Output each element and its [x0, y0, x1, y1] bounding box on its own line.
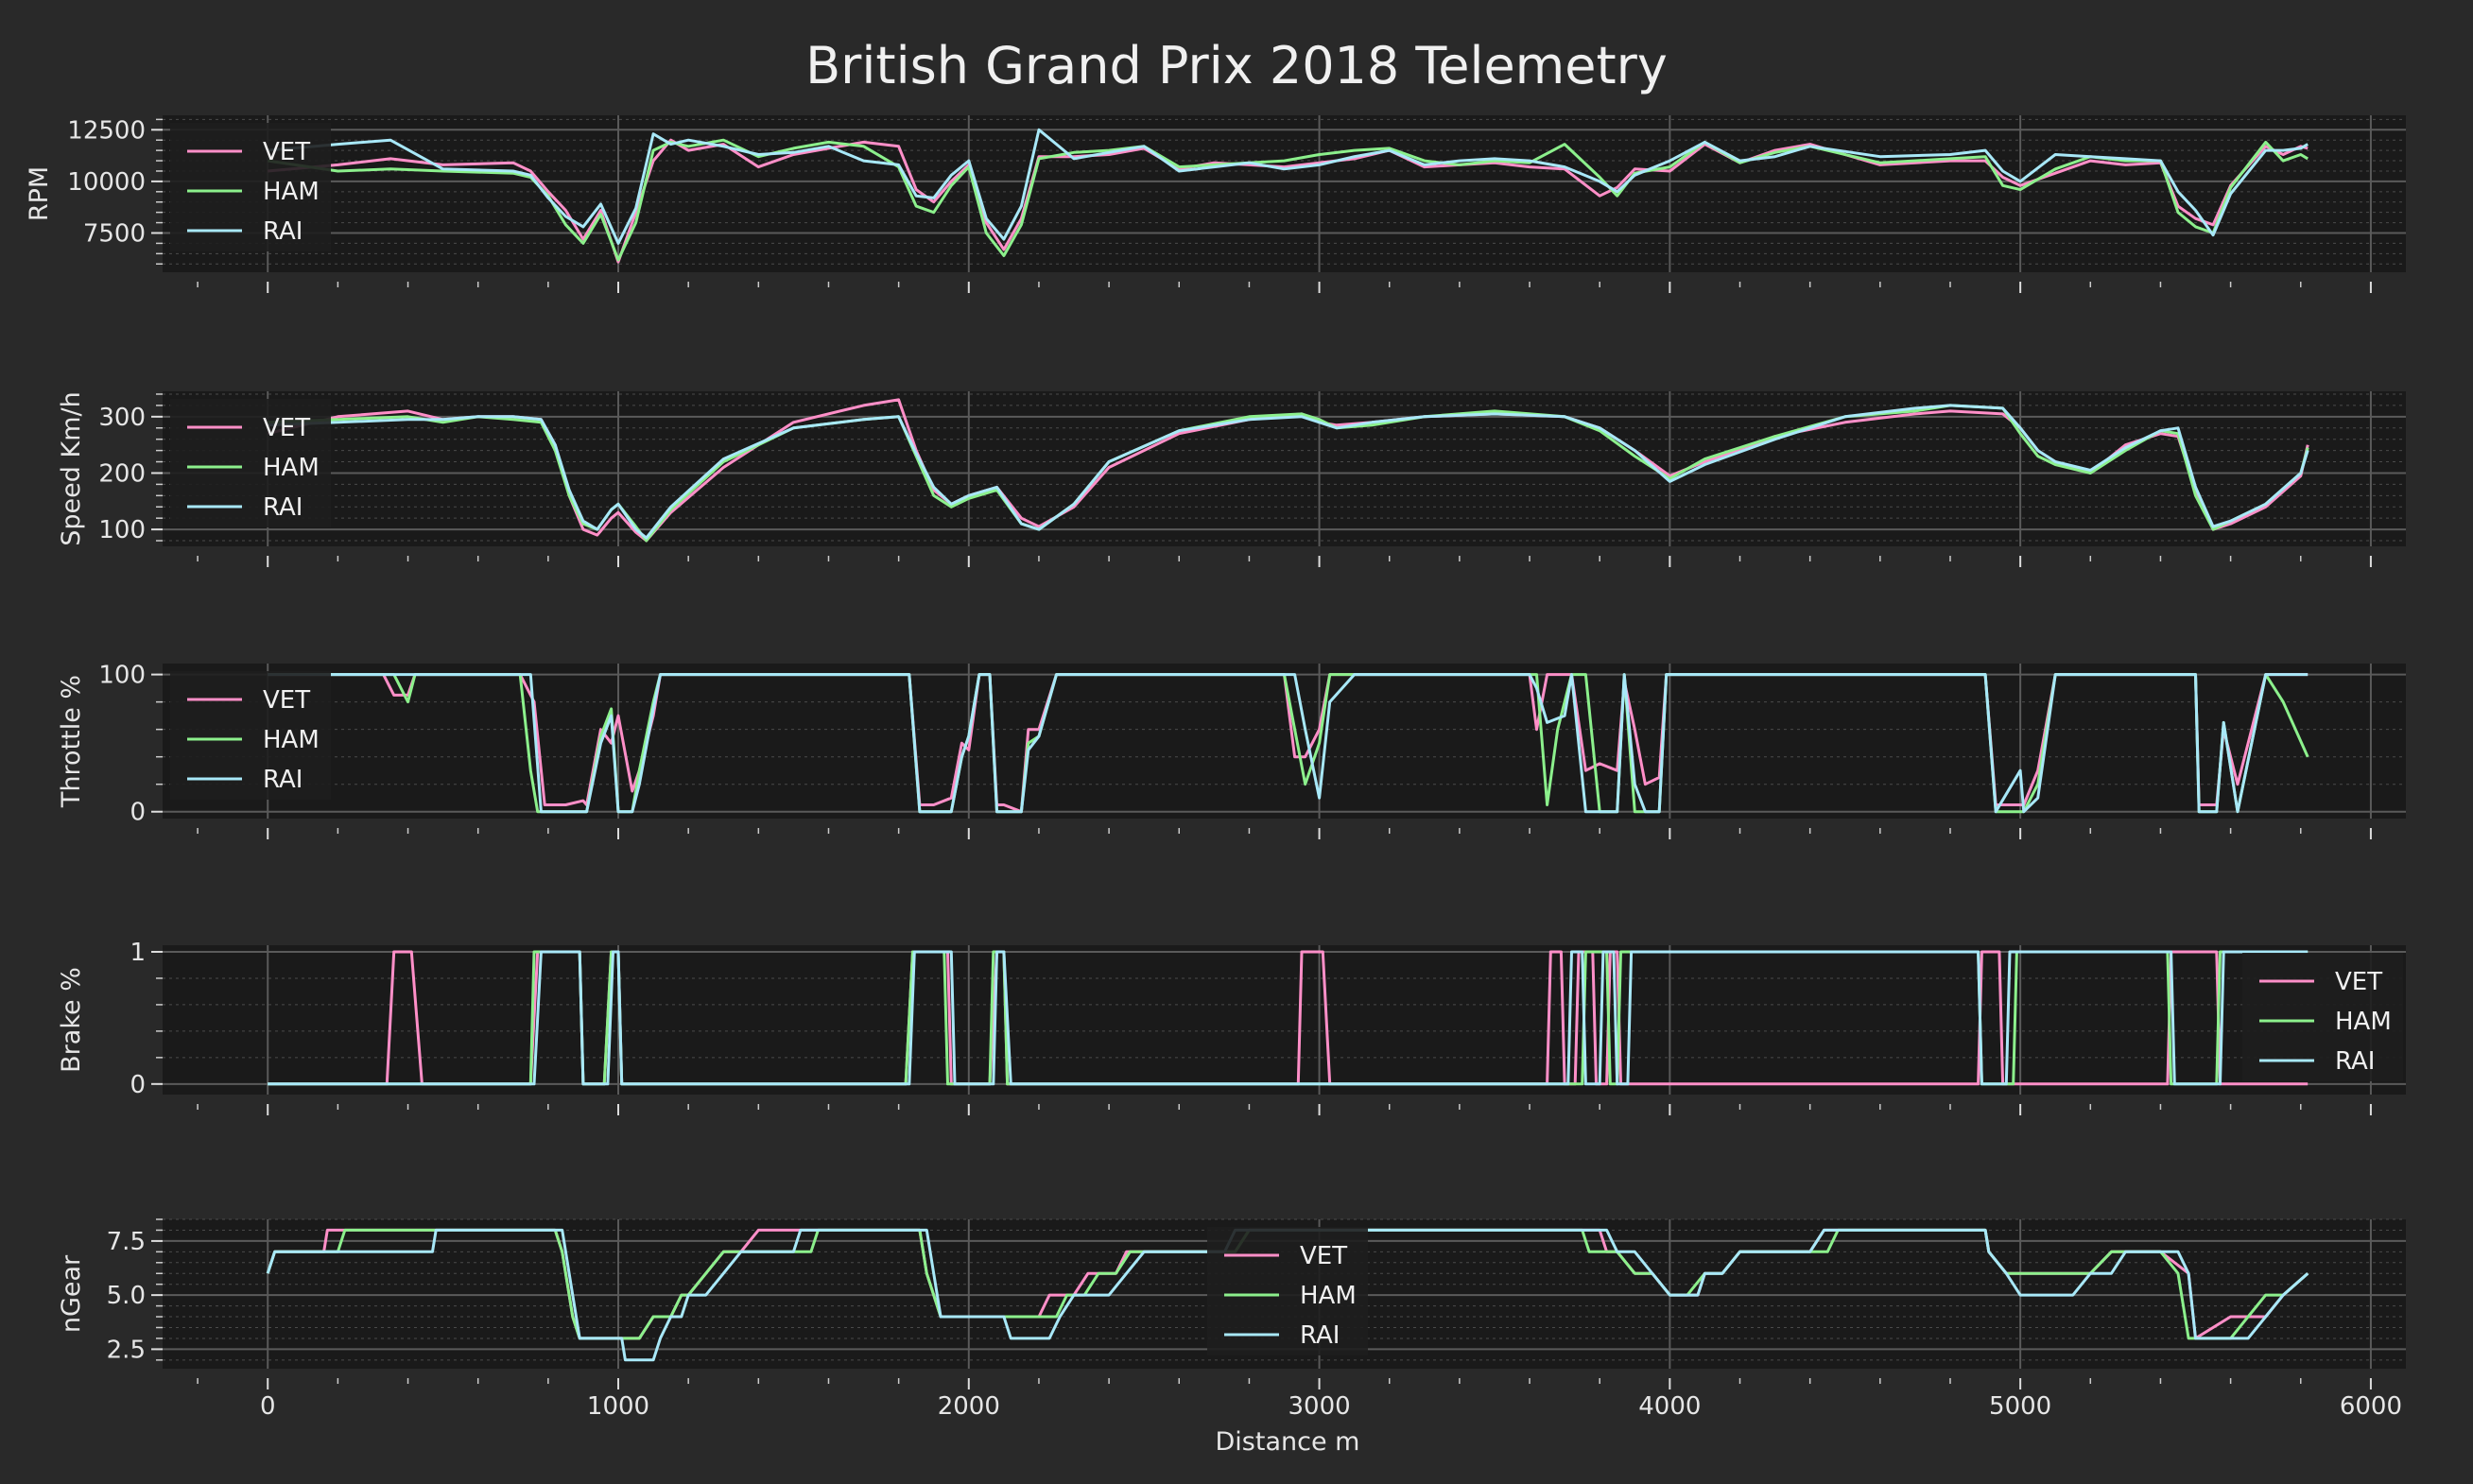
legend-label-rai: RAI	[263, 493, 303, 522]
x-tick-label: 4000	[1638, 1392, 1701, 1421]
y-axis-label: RPM	[25, 166, 54, 221]
x-axis-label: Distance m	[1216, 1427, 1360, 1457]
y-tick-label: 100	[98, 662, 146, 690]
y-tick-label: 300	[98, 404, 146, 432]
legend: VET HAM RAI	[1207, 1227, 1368, 1355]
series-line-rai	[268, 950, 2309, 1086]
x-tick-label: 6000	[2340, 1392, 2402, 1421]
y-tick-label: 12500	[67, 116, 146, 145]
y-tick-label: 0	[130, 1071, 146, 1099]
y-tick-label: 200	[98, 459, 146, 488]
legend: VET HAM RAI	[170, 671, 331, 800]
legend-label-vet: VET	[263, 686, 310, 715]
y-tick-label: 5.0	[107, 1282, 146, 1310]
legend-label-rai: RAI	[1300, 1321, 1340, 1350]
y-tick-label: 0	[130, 799, 146, 827]
legend-label-ham: HAM	[1300, 1282, 1357, 1310]
series-line-rai	[268, 404, 2309, 540]
legend-label-ham: HAM	[263, 454, 320, 482]
panel-4: 0 1 Brake % VET HAM RAI	[57, 939, 2406, 1115]
y-axis-label: Brake %	[57, 967, 86, 1073]
y-axis-label: Throttle %	[57, 675, 86, 808]
legend-label-vet: VET	[2335, 968, 2382, 996]
y-axis-label: Speed Km/h	[57, 391, 86, 545]
panel-2: 100 200 300 Speed Km/h VET HAM RAI	[57, 391, 2406, 567]
y-tick-label: 100	[98, 516, 146, 544]
y-tick-label: 7500	[83, 220, 146, 249]
y-tick-label: 7.5	[107, 1228, 146, 1256]
series-line-ham	[268, 950, 2309, 1086]
legend-label-ham: HAM	[263, 726, 320, 754]
legend: VET HAM RAI	[2242, 953, 2403, 1081]
y-tick-label: 10000	[67, 168, 146, 197]
panel-background	[163, 664, 2406, 819]
legend-label-vet: VET	[263, 138, 310, 166]
panel-3: 0 100 Throttle % VET HAM RAI	[57, 662, 2406, 839]
x-tick-label: 2000	[938, 1392, 1000, 1421]
y-tick-label: 2.5	[107, 1336, 146, 1364]
series-line-rai	[268, 673, 2309, 814]
x-tick-label: 3000	[1288, 1392, 1350, 1421]
x-tick-label: 1000	[587, 1392, 649, 1421]
legend: VET HAM RAI	[170, 123, 331, 251]
panel-5: 2.5 5.0 7.5 nGear VET HAM RAI	[57, 1218, 2406, 1389]
legend-label-rai: RAI	[263, 217, 303, 246]
panel-background	[163, 945, 2406, 1095]
x-tick-labels: 0 1000 2000 3000 4000 5000 6000	[260, 1392, 2402, 1421]
legend-label-ham: HAM	[2335, 1008, 2392, 1036]
series-line-rai	[268, 128, 2309, 245]
x-tick-label: 0	[260, 1392, 276, 1421]
x-tick-label: 5000	[1989, 1392, 2051, 1421]
y-tick-label: 1	[130, 939, 146, 967]
panel-background	[163, 115, 2406, 272]
series-line-ham	[268, 673, 2309, 814]
legend-label-rai: RAI	[263, 766, 303, 794]
legend-label-vet: VET	[1300, 1242, 1347, 1270]
legend-label-vet: VET	[263, 414, 310, 442]
y-axis-label: nGear	[57, 1254, 86, 1333]
chart-title: British Grand Prix 2018 Telemetry	[805, 36, 1668, 95]
panel-1: 7500 10000 12500 RPM VET HAM RAI	[25, 115, 2406, 293]
legend-label-rai: RAI	[2335, 1047, 2375, 1076]
legend: VET HAM RAI	[170, 399, 331, 527]
legend-label-ham: HAM	[263, 178, 320, 206]
